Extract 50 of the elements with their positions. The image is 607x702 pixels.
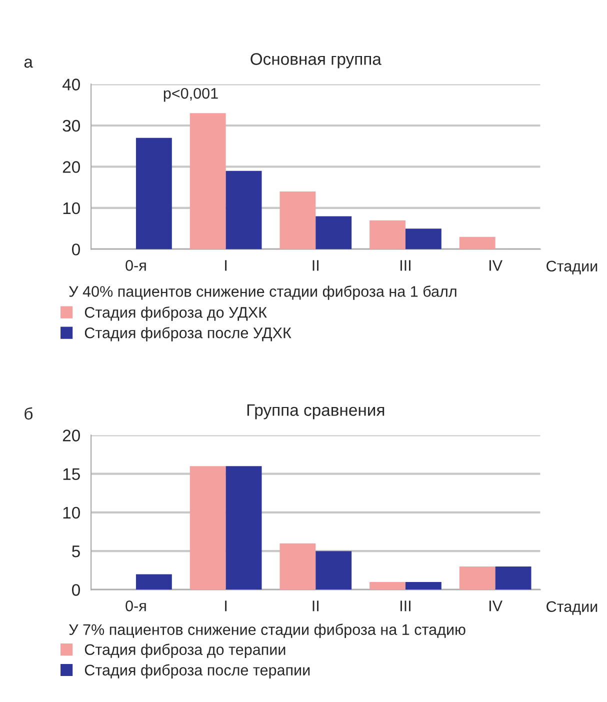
y-tick-label: 20: [62, 430, 80, 442]
x-tick-label: I: [225, 260, 227, 271]
chart-title: Основная группа: [250, 53, 382, 68]
bar: [226, 170, 262, 250]
text: У 40% пациентов снижение стадии фиброза на 1 балл: [69, 286, 456, 300]
chart-title: Группа сравнения: [247, 404, 384, 420]
x-axis-title: Стадии: [546, 260, 598, 274]
y-tick-label: 30: [62, 120, 80, 132]
bar: [459, 566, 496, 590]
legend-label: Стадия фиброза до УДХК: [84, 306, 267, 321]
y-tick-label: 40: [62, 78, 80, 90]
x-tick-label: III: [400, 260, 410, 271]
x-axis-title: Стадии: [546, 601, 598, 615]
annotation: p<0,001: [164, 88, 218, 102]
bar: [280, 191, 316, 250]
x-tick-label: II: [312, 260, 318, 271]
x-tick-label: 0-я: [126, 600, 146, 612]
x-tick-label: II: [312, 600, 318, 612]
bar: [495, 566, 532, 590]
bar: [370, 582, 406, 590]
x-tick-label: I: [225, 600, 227, 612]
bar: [190, 466, 226, 590]
x-tick-label: IV: [490, 260, 502, 271]
bar: [280, 543, 316, 590]
y-tick-label: 5: [72, 546, 80, 558]
bar: [370, 220, 406, 250]
bar: [190, 113, 226, 250]
bar: [316, 216, 352, 250]
x-tick-label: IV: [490, 600, 502, 612]
bar: [405, 228, 442, 250]
x-tick-label: III: [400, 600, 410, 612]
legend-label: Стадия фиброза после УДХК: [84, 326, 292, 342]
y-tick-label: 20: [62, 161, 80, 173]
legend-label: Стадия фиброза после терапии: [84, 664, 310, 679]
y-tick-label: 15: [63, 468, 80, 480]
y-tick-label: 10: [63, 506, 80, 519]
y-tick-label: 0: [72, 244, 80, 256]
bar: [405, 582, 442, 590]
y-tick-label: 10: [63, 202, 80, 214]
text: б: [24, 407, 33, 420]
legend-label: Стадия фиброза до терапии: [84, 644, 286, 658]
x-tick-label: 0-я: [126, 260, 146, 271]
bar: [226, 466, 262, 590]
bar: [136, 138, 172, 250]
bar: [459, 236, 496, 250]
text: У 7% пациентов снижение стадии фиброза на 1 стадию: [69, 624, 466, 638]
bar: [136, 574, 172, 590]
bar: [316, 551, 352, 590]
y-tick-label: 0: [72, 584, 80, 596]
text: а: [24, 58, 33, 68]
